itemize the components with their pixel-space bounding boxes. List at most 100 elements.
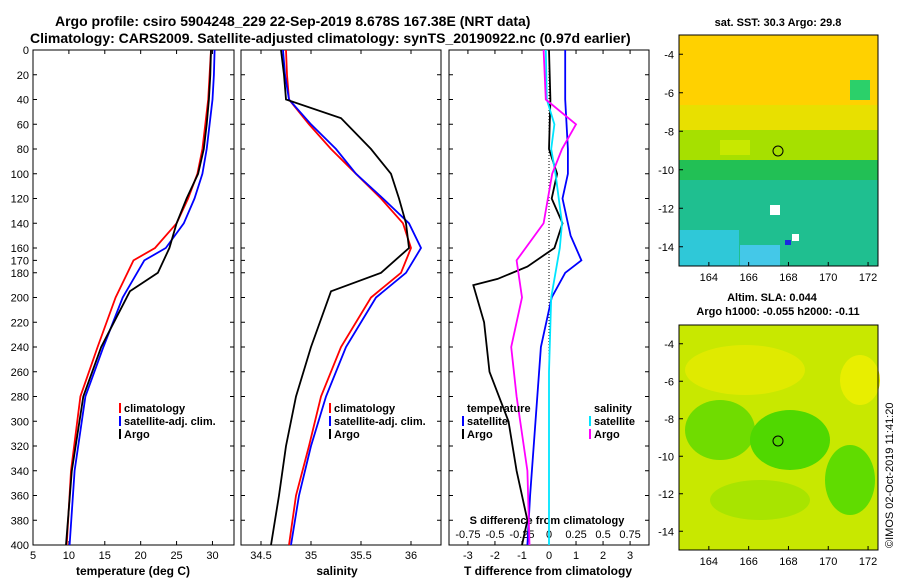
depth-tick-label: 400	[11, 540, 29, 552]
x-tick-label: 30	[206, 550, 218, 562]
depth-tick-label: 320	[11, 441, 29, 453]
lon-tick-label: 164	[700, 556, 718, 568]
depth-tick-label: 80	[17, 144, 29, 156]
x-tick-label: -2	[490, 550, 500, 562]
lon-tick-label: 168	[779, 272, 797, 284]
depth-tick-label: 300	[11, 416, 29, 428]
s-tick-label: 0.25	[565, 529, 586, 541]
series-salinity-argo	[510, 49, 578, 546]
temperature-x-ticks: 5 10 15 20 25 30	[30, 50, 219, 562]
sla-lat-ticks: -4 -6 -8 -10 -12 -14	[658, 339, 683, 538]
depth-tick-label: 0	[23, 45, 29, 57]
lon-tick-label: 172	[859, 272, 877, 284]
x-tick-label: 2	[600, 550, 606, 562]
legend-t-satellite: satellite	[467, 416, 508, 428]
s-tick-label: -0.5	[485, 529, 504, 541]
s-tick-label: -0.25	[509, 529, 534, 541]
x-tick-label: 3	[627, 550, 633, 562]
x-tick-label: 20	[135, 550, 147, 562]
depth-tick-label: 60	[17, 119, 29, 131]
depth-tick-label: 20	[17, 70, 29, 82]
x-tick-label: 36	[405, 550, 417, 562]
lon-tick-label: 166	[739, 556, 757, 568]
temperature-xlabel: temperature (deg C)	[76, 564, 190, 578]
series-satellite-adj-clim	[282, 49, 423, 546]
lat-tick-label: -8	[664, 414, 674, 426]
salinity-panel-frame	[240, 49, 442, 546]
sla-map	[678, 324, 880, 551]
salinity-legend: climatology satellite-adj. clim. Argo	[329, 403, 426, 441]
depth-tick-label: 100	[11, 169, 29, 181]
x-tick-label: 15	[99, 550, 111, 562]
temperature-panel-frame	[32, 49, 235, 546]
depth-tick-label: 120	[11, 194, 29, 206]
salinity-xlabel: salinity	[316, 564, 358, 578]
legend-climatology-2: climatology	[334, 403, 396, 415]
sla-map-title-2: Argo h1000: -0.055 h2000: -0.11	[696, 306, 859, 318]
legend-s-satellite: satellite	[594, 416, 635, 428]
depth-tick-label: 380	[11, 515, 29, 527]
lat-tick-label: -14	[658, 526, 674, 538]
lon-tick-label: 168	[779, 556, 797, 568]
sla-lon-ticks: 164 166 168 170 172	[700, 546, 877, 568]
x-tick-label: 35.5	[350, 550, 371, 562]
depth-tick-label: 200	[11, 293, 29, 305]
argo-location-marker-2	[772, 435, 784, 447]
temperature-legend: climatology satellite-adj. clim. Argo	[119, 403, 216, 441]
lat-tick-label: -4	[664, 49, 674, 61]
x-tick-label: 25	[170, 550, 182, 562]
sst-lon-ticks: 164 166 168 170 172	[700, 262, 877, 284]
salinity-series	[270, 49, 423, 546]
x-tick-label: 5	[30, 550, 36, 562]
depth-tick-label: 140	[11, 218, 29, 230]
lat-tick-label: -4	[664, 339, 674, 351]
depth-tick-label: 40	[17, 95, 29, 107]
legend-s-argo: Argo	[594, 429, 620, 441]
x-tick-label: 34.5	[250, 550, 271, 562]
x-tick-label: 0	[546, 550, 552, 562]
s-tick-label: 0.5	[595, 529, 610, 541]
lat-tick-label: -10	[658, 165, 674, 177]
difference-legend: temperature satellite Argo salinity sate…	[462, 403, 635, 441]
depth-tick-label: 340	[11, 466, 29, 478]
header-line-2: Climatology: CARS2009. Satellite-adjuste…	[30, 30, 631, 46]
depth-tick-label: 280	[11, 392, 29, 404]
lon-tick-label: 170	[819, 556, 837, 568]
depth-tick-label: 170	[11, 255, 29, 267]
x-tick-label: -1	[517, 550, 527, 562]
header-line-1: Argo profile: csiro 5904248_229 22-Sep-2…	[55, 13, 530, 29]
legend-climatology: climatology	[124, 403, 186, 415]
lat-tick-label: -14	[658, 242, 674, 254]
legend-salinity-heading: salinity	[594, 403, 633, 415]
legend-t-argo: Argo	[467, 429, 493, 441]
legend-argo-2: Argo	[334, 429, 360, 441]
difference-series	[472, 49, 583, 546]
depth-tick-label: 260	[11, 367, 29, 379]
lat-tick-label: -12	[658, 203, 674, 215]
depth-tick-label: 240	[11, 342, 29, 354]
argo-location-marker	[772, 145, 784, 157]
lat-tick-label: -10	[658, 451, 674, 463]
lon-tick-label: 166	[739, 272, 757, 284]
sst-map	[678, 34, 879, 267]
temperature-series	[65, 49, 216, 546]
s-tick-label: -0.75	[455, 529, 480, 541]
sst-lat-ticks: -4 -6 -8 -10 -12 -14	[658, 49, 683, 254]
s-tick-label: 0.75	[619, 529, 640, 541]
x-tick-label: -3	[463, 550, 473, 562]
lat-tick-label: -6	[664, 88, 674, 100]
lon-tick-label: 164	[700, 272, 718, 284]
lat-tick-label: -6	[664, 376, 674, 388]
depth-tick-label: 160	[11, 243, 29, 255]
s-difference-label: S difference from climatology	[470, 515, 626, 527]
t-difference-xlabel: T difference from climatology	[464, 564, 632, 578]
legend-satellite-2: satellite-adj. clim.	[334, 416, 426, 428]
x-tick-label: 1	[573, 550, 579, 562]
x-tick-label: 35	[305, 550, 317, 562]
series-satellite-adj-clim	[68, 49, 216, 546]
salinity-x-ticks: 34.5 35 35.5 36	[250, 50, 417, 562]
lon-tick-label: 170	[819, 272, 837, 284]
series-temperature-satellite	[526, 50, 583, 546]
